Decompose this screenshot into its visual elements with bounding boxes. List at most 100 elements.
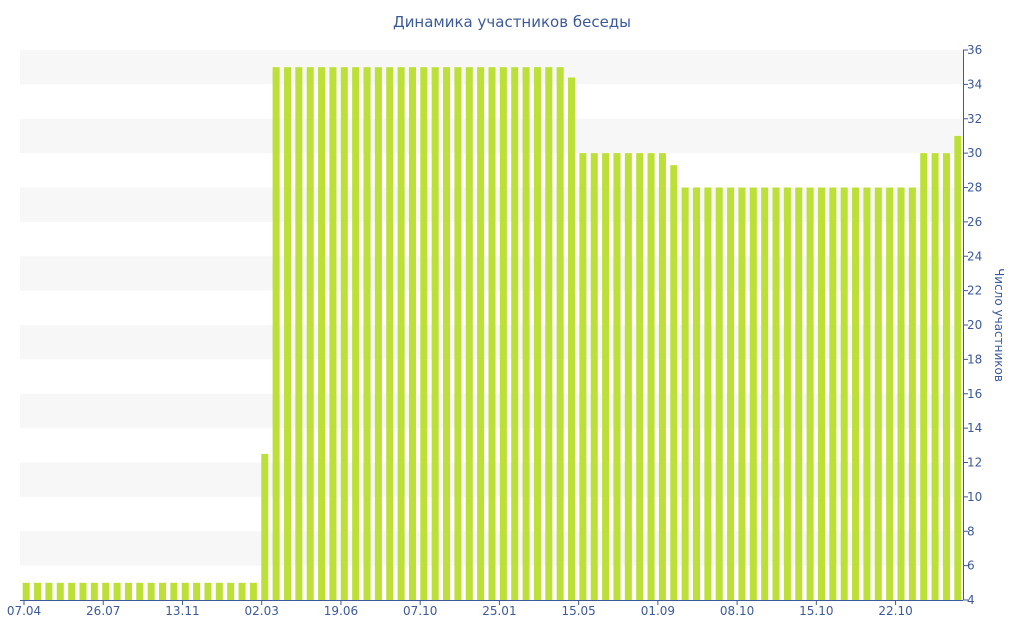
bar bbox=[386, 67, 394, 600]
y-tick-label: 22 bbox=[967, 284, 982, 298]
bar bbox=[874, 187, 882, 600]
bar bbox=[136, 582, 144, 600]
bar bbox=[886, 187, 894, 600]
bar bbox=[533, 67, 541, 600]
y-tick-label: 10 bbox=[967, 490, 982, 504]
bar bbox=[806, 187, 814, 600]
bar bbox=[942, 153, 950, 601]
bar bbox=[931, 153, 939, 601]
bar bbox=[477, 67, 485, 600]
bar bbox=[602, 153, 610, 601]
bar bbox=[454, 67, 462, 600]
bar bbox=[692, 187, 701, 600]
y-axis-title: Число участников bbox=[992, 268, 1006, 382]
bar bbox=[465, 67, 473, 600]
bar bbox=[22, 582, 30, 600]
bar bbox=[783, 187, 791, 600]
bar bbox=[749, 187, 757, 600]
bar bbox=[329, 67, 337, 600]
x-tick-label: 19.06 bbox=[324, 604, 358, 618]
bar bbox=[863, 187, 871, 600]
x-tick-label: 08.10 bbox=[720, 604, 754, 618]
bar bbox=[340, 67, 348, 600]
bar bbox=[318, 67, 326, 600]
bar bbox=[954, 135, 962, 600]
bar bbox=[408, 67, 416, 600]
bar bbox=[363, 67, 371, 600]
bar bbox=[681, 187, 689, 600]
bar bbox=[545, 67, 553, 600]
y-tick-label: 20 bbox=[967, 318, 982, 332]
bar bbox=[159, 582, 167, 600]
x-tick-label: 02.03 bbox=[245, 604, 279, 618]
bar bbox=[704, 187, 712, 600]
bar bbox=[670, 165, 678, 600]
bar bbox=[556, 67, 564, 600]
tick-labels: 4 6 8 10 12 14 16 18 20 22 24 26 28 30 32 34 36 07.04 26.0… bbox=[7, 43, 1006, 618]
x-tick-label: 22.10 bbox=[878, 604, 912, 618]
bar bbox=[204, 582, 212, 600]
bar bbox=[227, 582, 235, 600]
bar bbox=[624, 153, 632, 601]
bar bbox=[636, 153, 644, 601]
y-tick-label: 36 bbox=[967, 43, 982, 57]
bar bbox=[68, 582, 76, 600]
y-tick-label: 16 bbox=[967, 387, 982, 401]
bar bbox=[568, 77, 576, 600]
bars bbox=[22, 67, 962, 601]
bar bbox=[34, 582, 42, 600]
bar bbox=[738, 187, 746, 600]
x-tick-label: 26.07 bbox=[86, 604, 120, 618]
bar bbox=[56, 582, 64, 600]
bar bbox=[397, 67, 405, 600]
bar bbox=[488, 67, 496, 600]
bar bbox=[374, 67, 382, 600]
bar bbox=[431, 67, 439, 600]
x-tick-label: 07.10 bbox=[403, 604, 437, 618]
bar bbox=[920, 153, 928, 601]
axes bbox=[20, 49, 968, 605]
bar bbox=[715, 187, 723, 600]
bar bbox=[45, 582, 53, 600]
y-tick-label: 4 bbox=[967, 593, 975, 607]
x-tick-label: 07.04 bbox=[7, 604, 41, 618]
x-tick-label: 25.01 bbox=[482, 604, 516, 618]
bar bbox=[795, 187, 803, 600]
bar bbox=[215, 582, 223, 600]
bar bbox=[658, 153, 666, 601]
bar bbox=[283, 67, 292, 600]
y-tick-label: 14 bbox=[967, 421, 982, 435]
y-tick-label: 30 bbox=[967, 146, 982, 160]
bar bbox=[352, 67, 360, 600]
bar bbox=[147, 582, 155, 600]
bar bbox=[102, 582, 110, 600]
bar bbox=[499, 67, 507, 600]
bar bbox=[647, 153, 655, 601]
bar bbox=[170, 582, 178, 600]
chart-title: Динамика участников беседы bbox=[392, 13, 632, 31]
bar bbox=[908, 187, 916, 600]
bar bbox=[840, 187, 848, 600]
y-tick-label: 6 bbox=[967, 559, 975, 573]
bar bbox=[295, 67, 303, 600]
x-tick-label: 15.10 bbox=[799, 604, 833, 618]
bar bbox=[522, 67, 530, 600]
x-tick-label: 15.05 bbox=[561, 604, 595, 618]
bar bbox=[113, 582, 121, 600]
bar bbox=[579, 153, 587, 601]
bar bbox=[590, 153, 598, 601]
bar bbox=[261, 453, 269, 600]
bar bbox=[90, 582, 98, 600]
x-tick-label: 01.09 bbox=[641, 604, 675, 618]
bar bbox=[124, 582, 132, 600]
bar bbox=[443, 67, 451, 600]
bar bbox=[511, 67, 519, 600]
bar bbox=[761, 187, 769, 600]
bar bbox=[272, 67, 280, 600]
y-tick-label: 18 bbox=[967, 352, 982, 366]
y-tick-label: 26 bbox=[967, 215, 982, 229]
bar bbox=[181, 582, 189, 600]
bar bbox=[306, 67, 314, 600]
